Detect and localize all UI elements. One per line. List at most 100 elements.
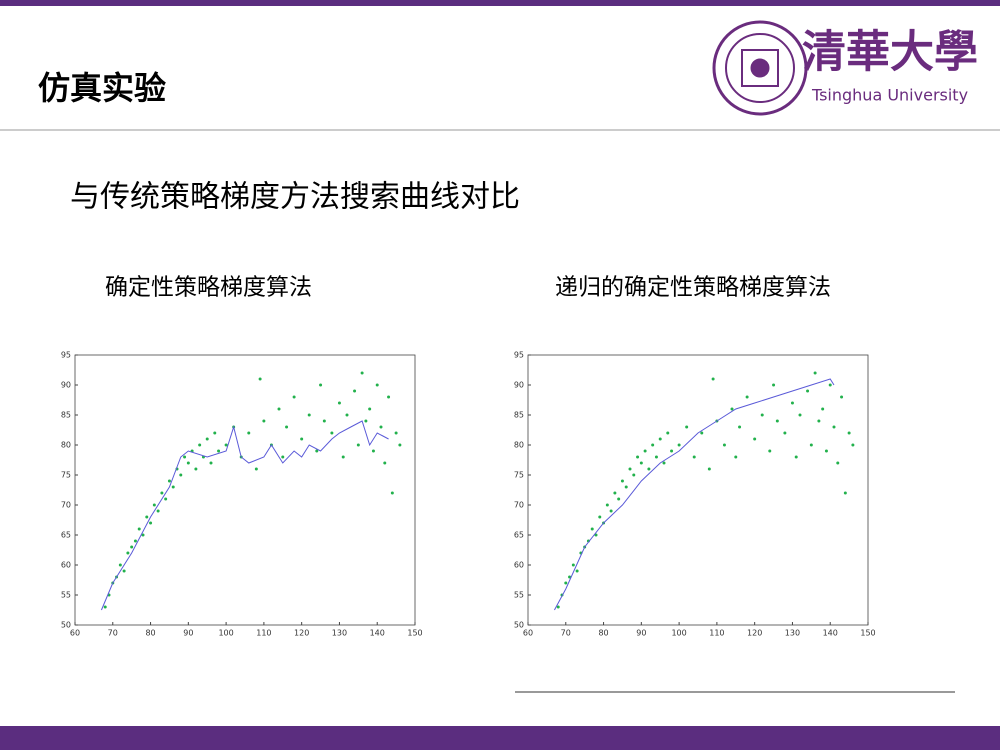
scatter-point	[821, 407, 825, 411]
scatter-point	[379, 425, 383, 429]
scatter-point	[375, 383, 379, 387]
y-tick-label: 65	[514, 531, 524, 540]
scatter-point	[711, 377, 715, 381]
scatter-point	[156, 509, 160, 513]
y-tick-label: 95	[514, 351, 524, 360]
y-tick-label: 65	[61, 531, 71, 540]
x-tick-label: 60	[523, 629, 533, 638]
y-tick-label: 80	[514, 441, 524, 450]
y-tick-label: 70	[61, 501, 71, 510]
y-tick-label: 85	[61, 411, 71, 420]
scatter-point	[722, 443, 726, 447]
x-tick-label: 120	[294, 629, 309, 638]
scatter-point	[149, 521, 153, 525]
scatter-point	[183, 455, 187, 459]
scatter-point	[285, 425, 289, 429]
scatter-point	[632, 473, 636, 477]
scatter-point	[356, 443, 360, 447]
scatter-point	[836, 461, 840, 465]
scatter-point	[685, 425, 689, 429]
scatter-point	[677, 443, 681, 447]
scatter-point	[790, 401, 794, 405]
scatter-point	[617, 497, 621, 501]
scatter-point	[145, 515, 149, 519]
scatter-point	[179, 473, 183, 477]
scatter-point	[167, 479, 171, 483]
y-tick-label: 60	[61, 561, 71, 570]
scatter-point	[217, 449, 221, 453]
y-tick-label: 90	[61, 381, 71, 390]
scatter-point	[198, 443, 202, 447]
plot-frame	[74, 354, 416, 626]
scatter-point	[209, 461, 213, 465]
scatter-point	[847, 431, 851, 435]
y-tick-label: 70	[514, 501, 524, 510]
y-tick-label: 55	[514, 591, 524, 600]
bottom-bar	[0, 726, 1000, 750]
scatter-point	[620, 479, 624, 483]
scatter-point	[186, 461, 190, 465]
scatter-point	[734, 455, 738, 459]
scatter-point	[103, 605, 107, 609]
scatter-point	[658, 437, 662, 441]
logo-seal	[712, 20, 808, 116]
scatter-point	[730, 407, 734, 411]
scatter-point	[345, 413, 349, 417]
scatter-point	[360, 371, 364, 375]
y-tick-label: 75	[61, 471, 71, 480]
scatter-point	[315, 449, 319, 453]
scatter-point	[387, 395, 391, 399]
y-tick-label: 55	[61, 591, 71, 600]
slide-title: 仿真实验	[38, 69, 166, 107]
scatter-point	[624, 485, 628, 489]
scatter-point	[319, 383, 323, 387]
scatter-point	[666, 431, 670, 435]
x-tick-label: 70	[108, 629, 118, 638]
scatter-point	[840, 395, 844, 399]
scatter-point	[843, 491, 847, 495]
scatter-point	[341, 455, 345, 459]
x-tick-label: 130	[785, 629, 800, 638]
scatter-point	[636, 455, 640, 459]
x-tick-label: 70	[561, 629, 571, 638]
scatter-point	[118, 563, 122, 567]
x-tick-label: 90	[183, 629, 193, 638]
scatter-point	[590, 527, 594, 531]
x-tick-label: 150	[860, 629, 875, 638]
scatter-point	[824, 449, 828, 453]
scatter-point	[122, 569, 126, 573]
plot-frame	[527, 354, 869, 626]
search-curve	[100, 420, 389, 611]
x-tick-label: 100	[218, 629, 233, 638]
scatter-point	[390, 491, 394, 495]
scatter-point	[258, 377, 262, 381]
scatter-point	[213, 431, 217, 435]
scatter-point	[292, 395, 296, 399]
scatter-point	[300, 437, 304, 441]
scatter-point	[164, 497, 168, 501]
subtitle: 与传统策略梯度方法搜索曲线对比	[70, 180, 520, 215]
scatter-point	[851, 443, 855, 447]
x-tick-label: 60	[70, 629, 80, 638]
search-curve	[554, 378, 835, 611]
x-tick-label: 130	[332, 629, 347, 638]
scatter-point	[609, 509, 613, 513]
logo-name: 清華大學	[802, 27, 978, 78]
x-tick-label: 110	[709, 629, 724, 638]
y-tick-label: 95	[61, 351, 71, 360]
scatter-point	[639, 461, 643, 465]
scatter-point	[556, 605, 560, 609]
scatter-point	[670, 449, 674, 453]
scatter-point	[575, 569, 579, 573]
logo-english: Tsinghua University	[811, 86, 968, 105]
scatter-point	[753, 437, 757, 441]
scatter-point	[224, 443, 228, 447]
scatter-point	[692, 455, 696, 459]
scatter-point	[817, 419, 821, 423]
scatter-point	[809, 443, 813, 447]
y-tick-label: 75	[514, 471, 524, 480]
scatter-point	[798, 413, 802, 417]
x-tick-label: 120	[747, 629, 762, 638]
scatter-point	[643, 449, 647, 453]
